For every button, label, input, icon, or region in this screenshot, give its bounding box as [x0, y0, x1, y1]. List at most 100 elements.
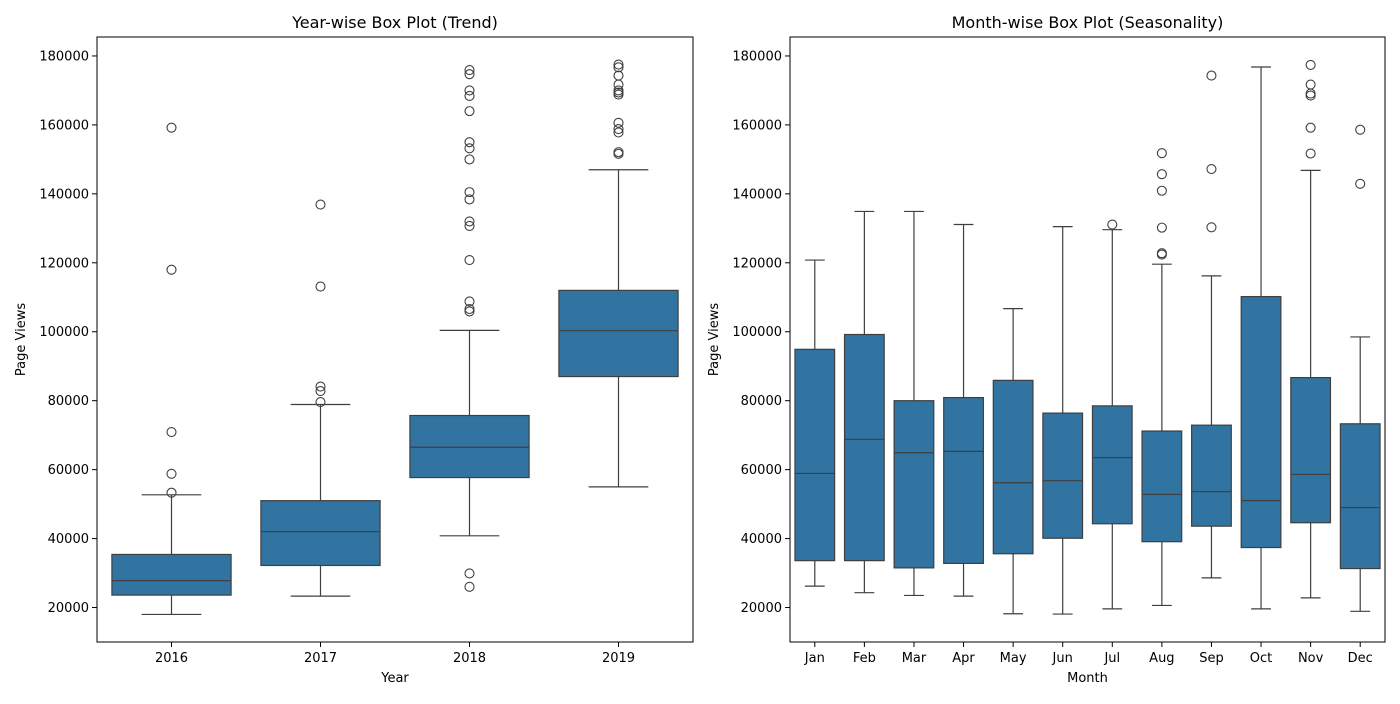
month-box-feb: [843, 210, 885, 594]
month-box-sep-outlier: [1206, 222, 1217, 233]
month-box-jan: [794, 259, 836, 587]
month-box-dec-iqr: [1339, 423, 1381, 570]
month-x-tick-label: Jul: [1103, 651, 1120, 666]
month-box-dec-outlier: [1355, 178, 1366, 189]
year-y-tick-label: 180000: [39, 49, 89, 64]
year-box-2019-outlier: [613, 117, 624, 128]
month-box-feb-iqr: [843, 333, 885, 562]
month-x-tick-label: Jun: [1052, 651, 1073, 666]
month-box-oct: [1240, 66, 1282, 610]
year-box-2017: [260, 199, 381, 597]
year-box-2018-outlier: [464, 154, 475, 165]
year-box-2018-outlier: [464, 90, 475, 101]
month-box-dec: [1339, 124, 1381, 612]
month-wise-x-axis-label: Month: [1067, 671, 1108, 686]
month-x-tick-label: Dec: [1348, 651, 1373, 666]
month-box-may: [992, 308, 1034, 615]
month-x-tick-label: Feb: [853, 651, 876, 666]
year-box-2018-outlier: [464, 85, 475, 96]
year-box-2018-outlier: [464, 581, 475, 592]
year-box-2019: [558, 59, 679, 488]
month-box-aug-iqr: [1141, 430, 1183, 543]
month-box-nov-outlier: [1305, 79, 1316, 90]
month-box-nov: [1290, 59, 1332, 599]
month-y-tick-label: 60000: [741, 463, 782, 478]
year-wise-marks: 20000 40000 60000 80000 100000 120000 140000 16…: [39, 49, 679, 666]
year-box-2019-outlier: [613, 127, 624, 138]
year-box-2018-outlier: [464, 296, 475, 307]
month-y-tick-label: 120000: [732, 256, 782, 271]
month-x-tick-label: Aug: [1149, 651, 1174, 666]
year-y-tick-label: 20000: [48, 601, 89, 616]
year-box-2019-outlier: [613, 147, 624, 158]
year-box-2017-outlier: [315, 281, 326, 292]
year-box-2017-iqr: [260, 500, 381, 567]
month-x-tick-label: Mar: [902, 651, 927, 666]
month-box-mar-iqr: [893, 400, 935, 569]
month-box-dec-outlier: [1355, 124, 1366, 135]
month-wise-marks: 20000 40000 60000 80000 100000 120000 140000 16…: [732, 49, 1381, 666]
month-y-tick-label: 160000: [732, 118, 782, 133]
year-box-2017-outlier: [315, 397, 326, 408]
month-box-apr-iqr: [943, 396, 984, 565]
year-box-2017-outlier: [315, 199, 326, 210]
year-box-2018-outlier: [464, 220, 475, 231]
month-x-tick-label: Jan: [804, 651, 825, 666]
year-y-tick-label: 80000: [48, 394, 89, 409]
month-wise-y-axis-label: Page Views: [707, 303, 722, 376]
year-x-tick-label: 2019: [602, 651, 635, 666]
year-box-2018-outlier: [464, 303, 475, 315]
year-box-2016-outlier: [166, 487, 177, 498]
year-box-2017-outlier: [315, 385, 326, 397]
month-x-tick-label: May: [1000, 651, 1027, 666]
year-y-tick-label: 60000: [48, 463, 89, 478]
year-box-2019-iqr: [558, 289, 679, 378]
month-box-jul-iqr: [1091, 405, 1133, 525]
year-box-2018-outlier: [464, 143, 475, 154]
year-box-2016-outlier: [166, 468, 177, 479]
month-box-sep-outlier: [1206, 70, 1217, 81]
year-y-tick-label: 140000: [39, 187, 89, 202]
year-box-2016-outlier: [166, 122, 177, 133]
year-box-2018: [409, 65, 530, 592]
month-y-tick-label: 20000: [741, 601, 782, 616]
year-x-tick-label: 2016: [155, 651, 188, 666]
year-box-2019-outlier: [613, 62, 624, 73]
month-box-nov-outlier: [1305, 59, 1316, 70]
month-y-tick-label: 40000: [741, 532, 782, 547]
year-x-tick-label: 2018: [453, 651, 486, 666]
year-box-2017-outlier: [315, 381, 326, 392]
year-y-tick-label: 100000: [39, 325, 89, 340]
year-wise-y-axis-label: Page Views: [14, 303, 29, 376]
month-box-jul-outlier: [1107, 219, 1118, 230]
year-box-2018-outlier: [464, 69, 475, 80]
year-wise-x-axis-label: Year: [380, 671, 409, 686]
month-wise-chart: 20000 40000 60000 80000 100000 120000 140000 16…: [707, 13, 1386, 686]
month-x-tick-label: Sep: [1199, 651, 1224, 666]
month-box-jun-iqr: [1042, 412, 1084, 539]
year-box-2018-outlier: [464, 187, 475, 198]
month-box-mar: [893, 210, 935, 597]
month-x-tick-label: Apr: [952, 651, 975, 666]
year-wise-plot-frame: [96, 36, 694, 643]
year-box-2016: [111, 122, 232, 616]
month-box-may-iqr: [992, 379, 1034, 555]
month-box-aug-outlier: [1156, 169, 1167, 180]
year-box-2018-outlier: [464, 306, 475, 317]
year-box-2016-iqr: [111, 553, 232, 596]
year-box-2019-outlier: [613, 123, 624, 135]
month-wise-chart-title: Month-wise Box Plot (Seasonality): [952, 13, 1224, 32]
year-wise-chart: 20000 40000 60000 80000 100000 120000 140000 16…: [14, 13, 694, 686]
month-box-nov-outlier: [1305, 148, 1316, 159]
year-box-2019-outlier: [613, 85, 624, 96]
year-y-tick-label: 40000: [48, 532, 89, 547]
month-box-sep-iqr: [1191, 424, 1232, 527]
month-box-sep-outlier: [1206, 163, 1217, 175]
month-y-tick-label: 140000: [732, 187, 782, 202]
year-box-2018-outlier: [464, 254, 475, 266]
month-box-jun: [1042, 226, 1084, 615]
month-box-sep: [1191, 70, 1232, 579]
year-x-tick-label: 2017: [304, 651, 337, 666]
year-box-2019-outlier: [613, 59, 624, 70]
